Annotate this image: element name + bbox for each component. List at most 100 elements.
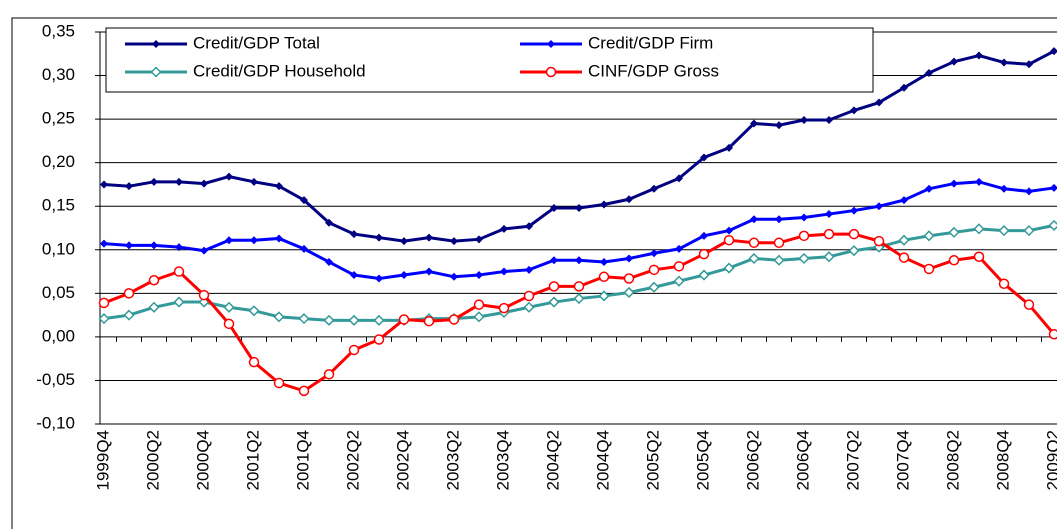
marker (450, 237, 458, 246)
marker (850, 206, 858, 215)
marker (900, 196, 908, 205)
marker (248, 305, 260, 317)
marker (473, 311, 485, 323)
x-tick-label: 2007Q4 (893, 430, 912, 491)
marker (850, 106, 858, 115)
marker (273, 311, 285, 323)
x-tick-label: 2006Q2 (743, 430, 762, 491)
marker (1025, 60, 1033, 69)
marker (325, 257, 333, 266)
legend-label: Credit/GDP Total (193, 33, 320, 52)
marker (1000, 184, 1008, 193)
y-tick-label: -0,10 (36, 413, 75, 432)
marker (750, 215, 758, 224)
marker (545, 66, 557, 78)
x-tick-label: 2001Q4 (293, 430, 312, 491)
marker (648, 281, 660, 293)
x-tick-label: 2009Q2 (1043, 430, 1057, 491)
marker (348, 314, 360, 326)
marker (175, 177, 183, 186)
marker (523, 301, 535, 313)
marker (425, 267, 433, 276)
marker (575, 256, 583, 265)
marker (525, 222, 533, 231)
marker (150, 177, 158, 186)
marker (400, 271, 408, 280)
marker (475, 235, 483, 244)
marker (223, 318, 235, 330)
marker (298, 385, 310, 397)
x-tick-label: 1999Q4 (93, 430, 112, 491)
marker (550, 256, 558, 265)
series (100, 47, 1057, 246)
marker (1000, 58, 1008, 67)
marker (1025, 187, 1033, 196)
marker (673, 261, 685, 272)
series (100, 177, 1057, 283)
marker (800, 213, 808, 222)
marker (698, 269, 710, 281)
marker (1048, 219, 1057, 231)
marker (773, 237, 785, 249)
marker (948, 254, 960, 266)
marker (875, 202, 883, 211)
marker (500, 267, 508, 276)
marker (225, 236, 233, 245)
marker (547, 40, 555, 48)
legend-label: CINF/GDP Gross (588, 61, 719, 80)
chart-frame (11, 17, 1057, 529)
marker (923, 263, 935, 275)
marker (173, 266, 185, 277)
marker (298, 313, 310, 325)
marker (548, 296, 560, 308)
marker (373, 314, 385, 326)
marker (148, 275, 160, 286)
series (98, 228, 1057, 397)
marker (625, 195, 633, 204)
marker (800, 115, 808, 124)
marker (275, 234, 283, 243)
marker (925, 68, 933, 77)
marker (998, 278, 1010, 290)
marker (1050, 47, 1057, 56)
marker (273, 377, 285, 389)
x-tick-label: 2006Q4 (793, 430, 812, 491)
marker (975, 51, 983, 60)
marker (448, 314, 460, 325)
marker (675, 244, 683, 253)
marker (973, 251, 985, 262)
marker (873, 235, 885, 247)
marker (350, 230, 358, 239)
marker (675, 174, 683, 183)
y-tick-label: 0,30 (42, 65, 75, 84)
marker (373, 334, 385, 345)
marker (650, 249, 658, 258)
marker (473, 299, 485, 310)
y-tick-label: 0,20 (42, 152, 75, 171)
marker (625, 254, 633, 263)
marker (773, 254, 785, 266)
marker (350, 271, 358, 280)
x-tick-label: 2001Q2 (243, 430, 262, 491)
marker (898, 252, 910, 263)
marker (698, 248, 710, 260)
marker (98, 297, 110, 309)
y-tick-label: 0,35 (42, 21, 75, 40)
x-tick-label: 2004Q2 (543, 430, 562, 491)
marker (475, 271, 483, 280)
y-tick-label: 0,15 (42, 196, 75, 215)
x-tick-label: 2008Q4 (993, 430, 1012, 491)
x-tick-label: 2008Q2 (943, 430, 962, 491)
x-tick-label: 2004Q4 (593, 430, 612, 491)
x-tick-label: 2005Q4 (693, 430, 712, 491)
marker (275, 182, 283, 191)
marker (598, 290, 610, 302)
marker (523, 290, 535, 302)
x-tick-label: 2000Q4 (193, 430, 212, 491)
marker (600, 200, 608, 209)
marker (798, 230, 810, 242)
marker (550, 203, 558, 212)
x-tick-label: 2007Q2 (843, 430, 862, 491)
marker (925, 184, 933, 193)
